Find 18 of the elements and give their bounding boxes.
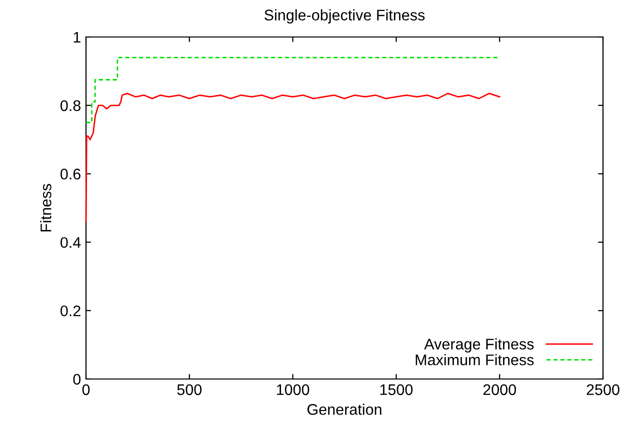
y-tick-label: 0.2 <box>60 305 80 316</box>
legend-label: Average Fitness <box>424 338 534 353</box>
y-tick-label: 0.8 <box>60 100 80 112</box>
y-axis-title: Fitness <box>40 184 52 232</box>
chart-title: Single-objective Fitness <box>264 9 425 24</box>
x-tick-label: 1500 <box>380 384 413 396</box>
x-tick-label: 0 <box>82 384 90 396</box>
legend-label: Maximum Fitness <box>416 354 534 366</box>
y-tick-label: 0 <box>73 374 81 385</box>
y-tick-label: 1 <box>74 32 80 43</box>
y-tick-label: 0.4 <box>60 237 81 248</box>
x-tick-label: 2000 <box>483 384 516 396</box>
line-series <box>85 92 500 222</box>
x-axis-title: Generation <box>307 404 382 415</box>
x-tick-label: 500 <box>177 384 202 396</box>
y-tick-label: 0.6 <box>60 168 80 180</box>
x-tick-label: 1000 <box>276 384 310 396</box>
x-tick-label: 2500 <box>586 384 620 396</box>
